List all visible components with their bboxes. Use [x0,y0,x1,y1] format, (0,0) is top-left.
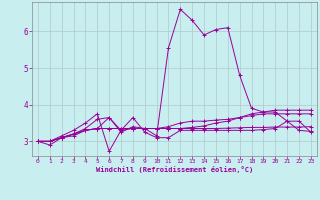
X-axis label: Windchill (Refroidissement éolien,°C): Windchill (Refroidissement éolien,°C) [96,166,253,173]
